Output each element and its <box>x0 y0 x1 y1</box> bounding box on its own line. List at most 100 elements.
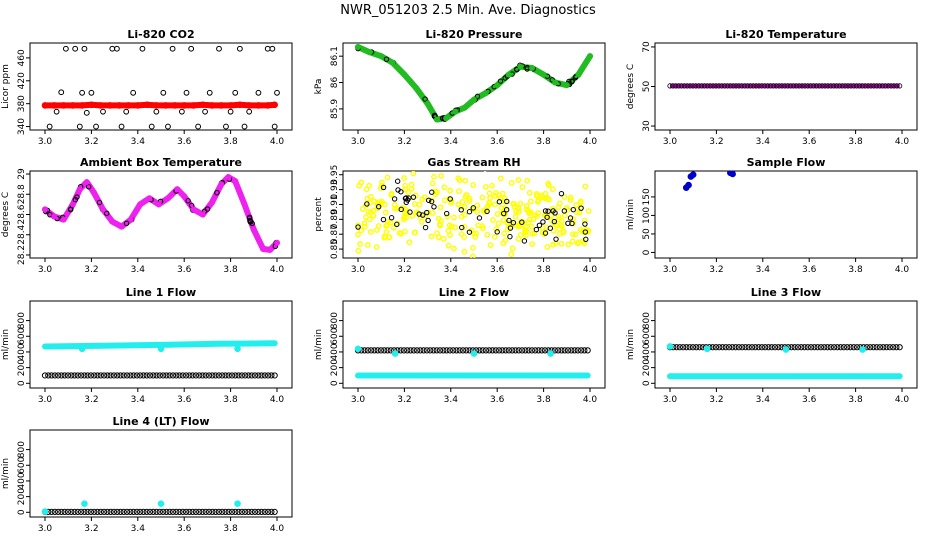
data-point <box>173 508 180 516</box>
data-point <box>515 206 522 212</box>
y-tick-label: 200 <box>17 488 27 505</box>
panel-box_temp: Ambient Box Temperature degrees C 3.0 3.2 3.… <box>1 156 293 275</box>
data-point <box>525 219 532 226</box>
data-point <box>787 83 794 89</box>
data-point <box>433 116 440 123</box>
panel-licor_temp: Li-820 Temperature degrees C 3.0 3.2 3.4 3.6 3… <box>626 28 918 147</box>
data-point <box>529 65 535 72</box>
data-point <box>500 240 507 247</box>
data-point <box>503 206 510 213</box>
data-point <box>492 233 498 240</box>
data-point <box>525 347 532 354</box>
data-point <box>492 193 499 199</box>
data-point <box>569 220 575 227</box>
data-point <box>137 372 144 379</box>
data-point <box>721 83 728 89</box>
x-tick-label: 3.6 <box>177 395 192 405</box>
data-point <box>188 45 195 52</box>
data-point <box>481 209 488 215</box>
x-tick-label: 3.6 <box>177 265 192 275</box>
data-point <box>219 508 226 516</box>
data-point <box>246 108 253 115</box>
data-point <box>896 344 903 351</box>
data-point <box>130 89 137 96</box>
plot-frame <box>29 429 293 518</box>
data-point <box>560 228 567 235</box>
x-tick-label: 3.8 <box>223 137 238 147</box>
data-point <box>839 83 845 89</box>
data-point <box>438 173 445 179</box>
data-point <box>176 372 183 379</box>
data-point <box>123 108 130 115</box>
data-point <box>564 347 572 354</box>
data-point <box>182 508 190 516</box>
data-point <box>245 372 252 379</box>
x-tick-label: 4.0 <box>583 265 598 275</box>
data-point <box>358 227 365 234</box>
data-point <box>581 217 588 224</box>
data-point <box>88 89 95 96</box>
series-sample_flow <box>682 171 736 191</box>
data-point <box>523 203 530 209</box>
x-tick-label: 3.2 <box>709 395 723 405</box>
x-tick-label: 3.2 <box>84 524 98 534</box>
panel-title: Li-820 CO2 <box>127 28 194 41</box>
data-point <box>364 195 371 202</box>
data-point <box>401 214 407 221</box>
data-point <box>436 221 443 228</box>
data-point <box>865 83 871 89</box>
data-point <box>383 56 390 62</box>
data-point <box>451 214 457 221</box>
data-point <box>678 83 685 89</box>
data-point <box>214 189 220 196</box>
data-point <box>509 245 516 252</box>
y-axis-label: Licor ppm <box>1 64 11 109</box>
y-tick-label: 0.93 <box>330 180 340 200</box>
y-axis-label: percent <box>314 197 324 232</box>
data-point <box>518 347 526 354</box>
y-tick-label: 100 <box>642 207 652 224</box>
data-point <box>542 190 549 197</box>
data-point <box>100 206 106 213</box>
series-licor_temperature <box>667 83 903 89</box>
data-point <box>499 347 506 354</box>
data-point <box>443 115 450 122</box>
x-tick-label: 4.0 <box>270 524 285 534</box>
panel-pressure: Li-820 Pressure kPa 3.0 3.2 3.4 3.6 3.8 4.0 85.9… <box>314 28 606 147</box>
data-point <box>397 347 404 354</box>
data-point <box>411 201 418 207</box>
data-point <box>107 372 114 379</box>
data-point <box>248 508 255 516</box>
y-tick-label: 420 <box>17 72 27 89</box>
data-point <box>762 344 769 351</box>
data-point <box>790 83 797 89</box>
x-tick-label: 3.4 <box>444 395 459 405</box>
data-point <box>567 194 574 201</box>
plot-frame <box>654 170 918 259</box>
data-point <box>845 83 851 89</box>
y-tick-label: 70 <box>642 41 652 53</box>
data-point <box>533 192 540 199</box>
data-point <box>891 83 897 89</box>
data-point <box>523 206 530 213</box>
data-point <box>524 177 531 184</box>
data-point <box>357 241 363 247</box>
data-point <box>575 239 582 246</box>
data-point <box>260 245 267 252</box>
data-point <box>250 226 257 233</box>
data-point <box>707 83 713 89</box>
data-point <box>269 45 276 52</box>
data-point <box>209 508 216 516</box>
data-point <box>153 508 160 516</box>
data-point <box>571 347 578 354</box>
data-point <box>196 372 203 379</box>
data-point <box>361 223 368 230</box>
data-point <box>402 186 409 193</box>
data-point <box>470 244 476 251</box>
data-point <box>238 372 245 379</box>
data-point <box>58 508 65 516</box>
x-tick-label: 3.8 <box>223 395 238 405</box>
data-point <box>202 108 208 115</box>
data-point <box>825 83 831 89</box>
x-tick-label: 4.0 <box>583 137 598 147</box>
